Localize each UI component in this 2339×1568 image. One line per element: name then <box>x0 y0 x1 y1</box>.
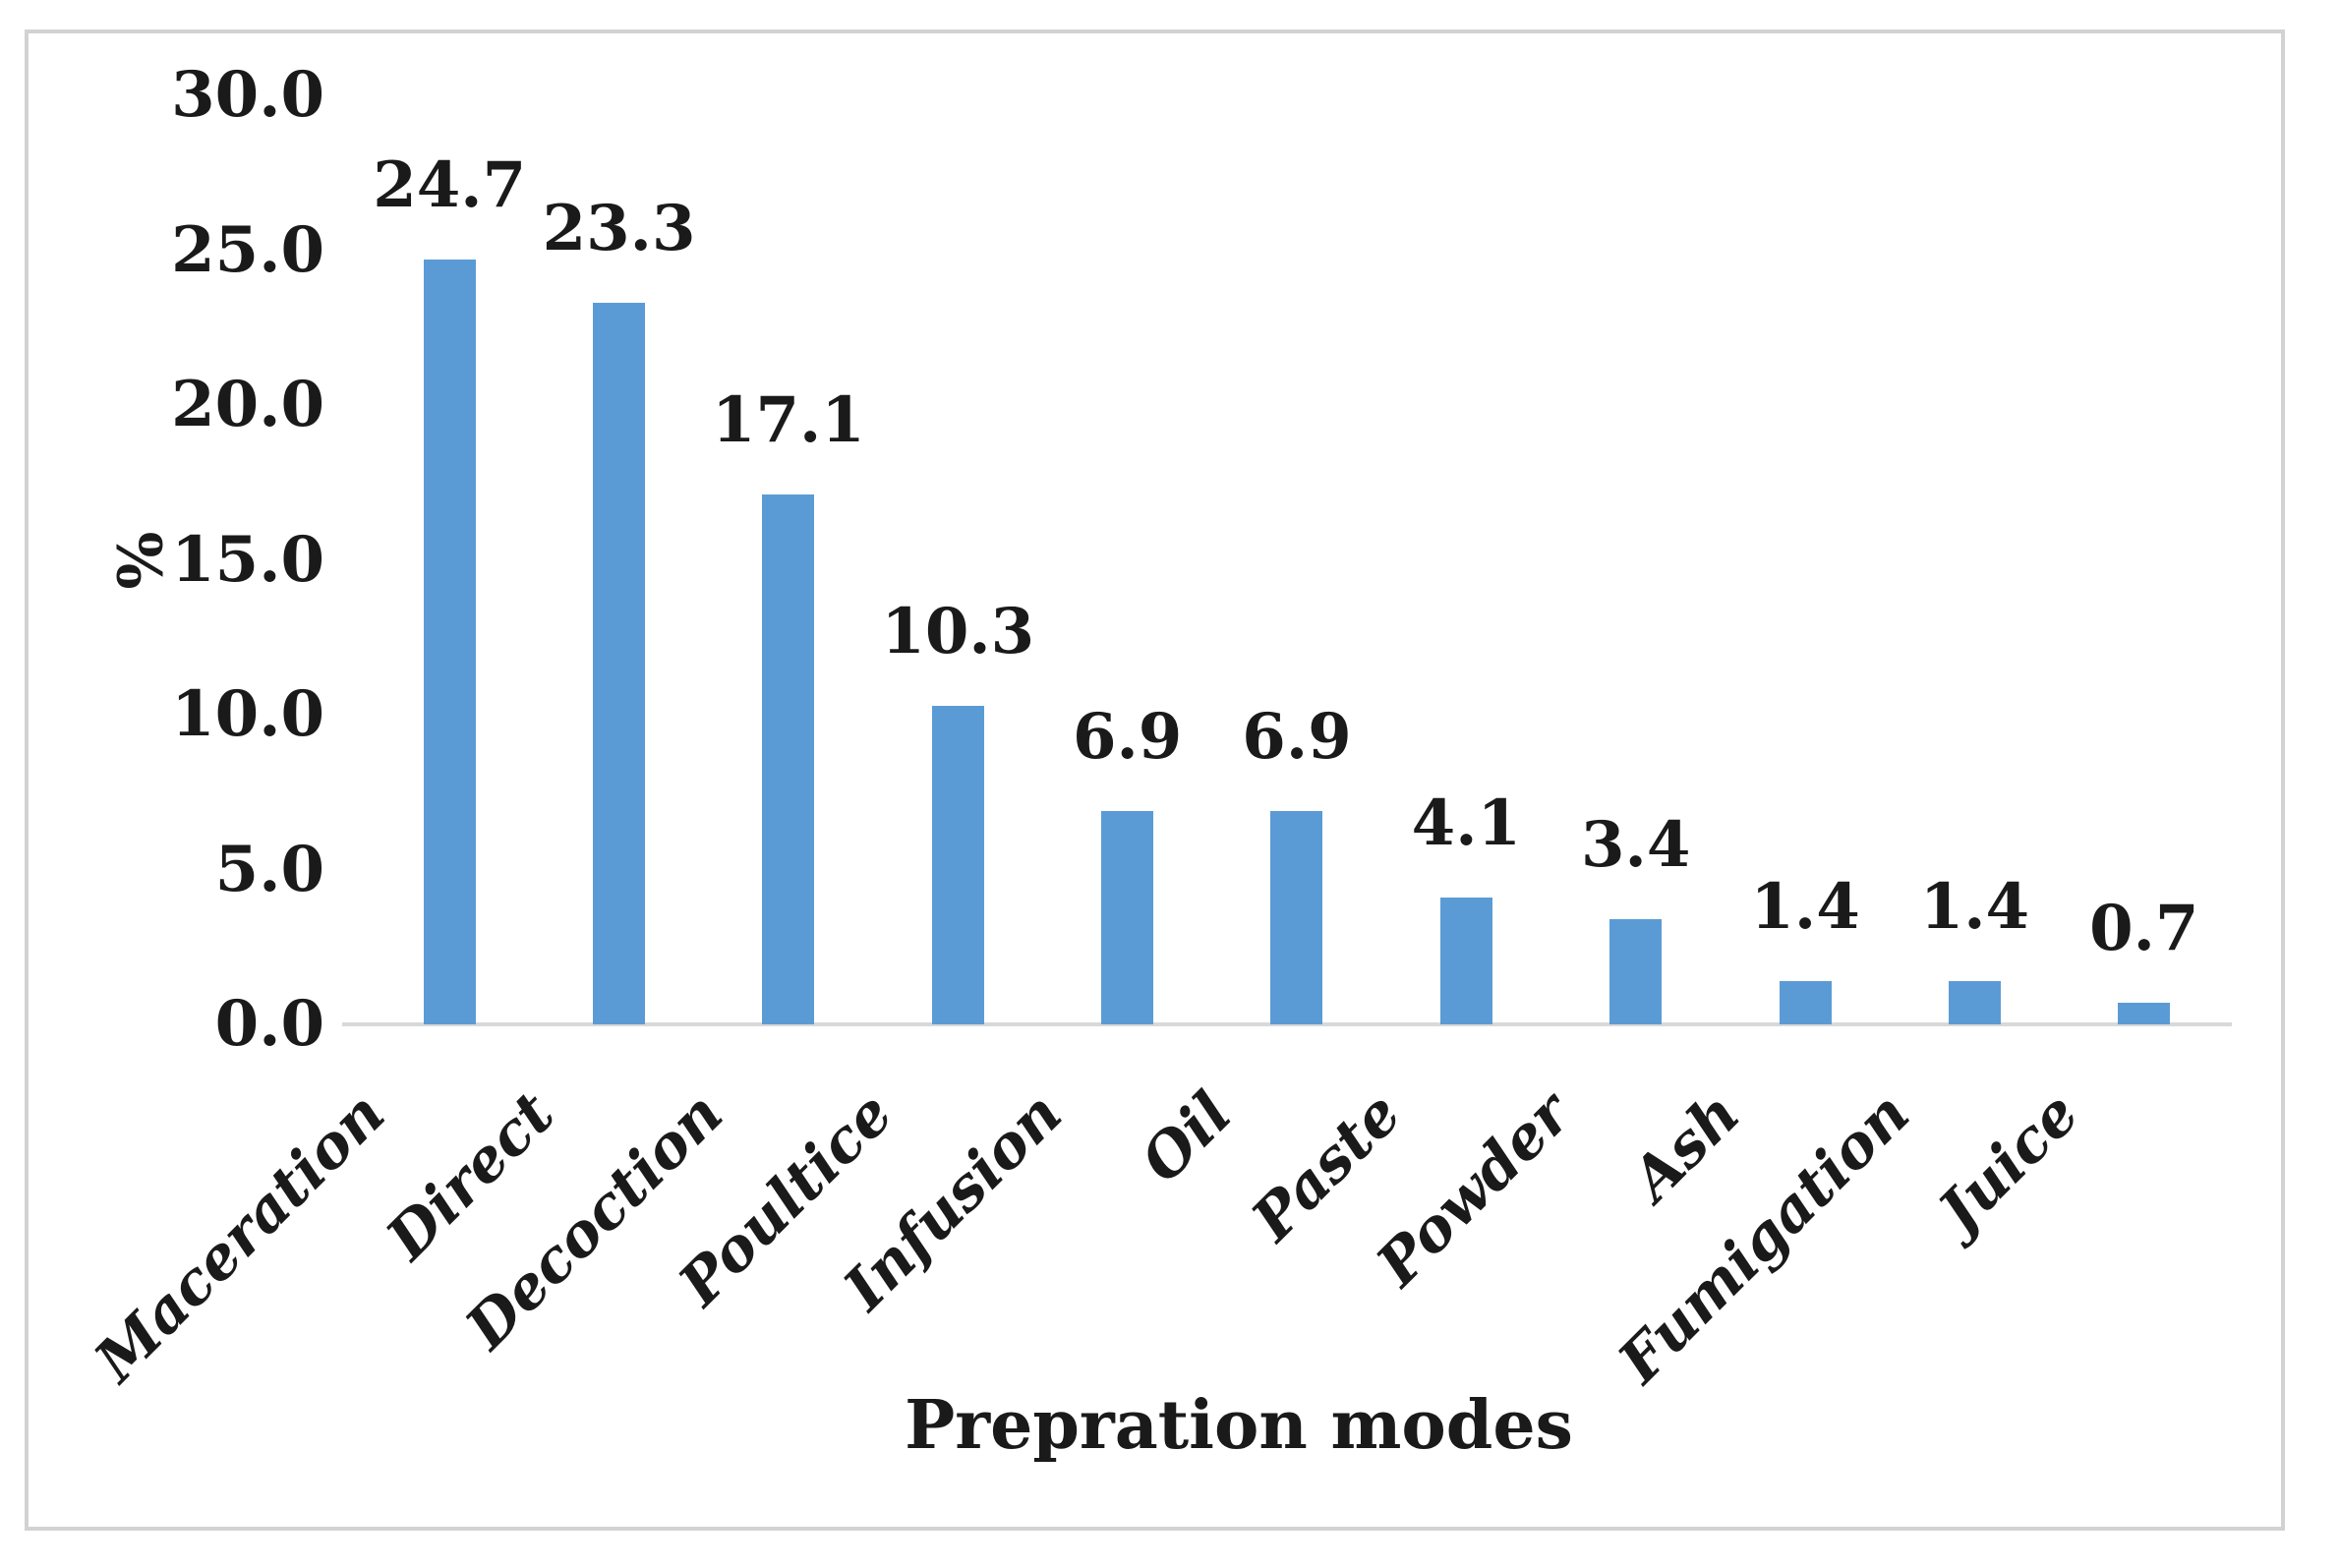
bar-value-label-juice: 0.7 <box>2089 891 2199 965</box>
bar-direct <box>593 303 646 1024</box>
y-axis-tick-label: 15.0 <box>171 522 324 597</box>
bar-maceration <box>423 259 476 1024</box>
bar-powder <box>1609 918 1663 1024</box>
bar-value-label-direct: 23.3 <box>542 192 696 266</box>
y-axis-tick-label: 5.0 <box>214 832 324 906</box>
bar-value-label-oil: 6.9 <box>1242 699 1352 774</box>
x-axis-title: Prepration modes <box>905 1386 1573 1465</box>
bar-infusion <box>1101 810 1154 1024</box>
x-axis-line <box>342 1022 2232 1026</box>
bar-value-label-fumigation: 1.4 <box>1919 869 2030 944</box>
figure-border <box>25 29 2285 1531</box>
bar-value-label-powder: 3.4 <box>1581 807 1691 882</box>
bar-paste <box>1439 897 1492 1024</box>
bar-value-label-decoction: 17.1 <box>711 383 865 458</box>
bar-value-label-poultice: 10.3 <box>881 594 1035 668</box>
bar-value-label-maceration: 24.7 <box>373 147 527 222</box>
y-axis-tick-label: 25.0 <box>171 212 324 287</box>
bar-ash <box>1779 980 1832 1024</box>
y-axis-tick-label: 30.0 <box>171 58 324 132</box>
bar-value-label-paste: 4.1 <box>1411 785 1521 860</box>
y-axis-tick-label: 0.0 <box>214 987 324 1061</box>
y-axis-tick-label: 10.0 <box>171 677 324 751</box>
bar-oil <box>1270 810 1323 1024</box>
y-axis-tick-label: 20.0 <box>171 368 324 441</box>
bar-value-label-ash: 1.4 <box>1750 869 1860 944</box>
bar-poultice <box>931 705 984 1024</box>
bar-juice <box>2118 1002 2171 1024</box>
bar-decoction <box>762 494 815 1024</box>
bar-fumigation <box>1948 980 2001 1024</box>
bar-value-label-infusion: 6.9 <box>1072 699 1183 774</box>
